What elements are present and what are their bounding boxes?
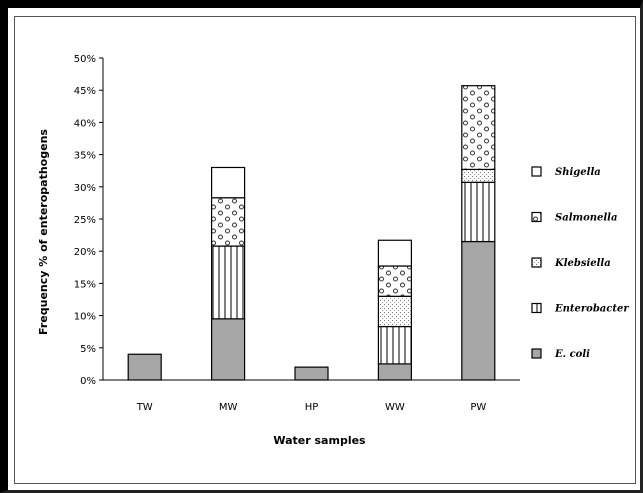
x-tick-label: WW: [385, 402, 405, 413]
y-axis: 0% 5% 10% 15% 20% 25% 30% 35% 40% 45% 50%: [74, 54, 104, 387]
legend-swatch: [531, 302, 542, 314]
chart-area: [14, 16, 636, 484]
bar-segment: [461, 181, 496, 243]
y-tick-label: 0%: [80, 376, 96, 387]
bar-segment: [461, 168, 496, 183]
bars: [127, 85, 496, 381]
bar-segment: [211, 318, 246, 381]
x-axis-title: Water samples: [273, 434, 366, 447]
bar-segment: [211, 166, 246, 199]
y-tick-label: 40%: [74, 118, 96, 129]
x-tick-label: MW: [219, 402, 238, 413]
legend-swatch: [531, 348, 542, 359]
bar-segment: [294, 366, 329, 381]
legend: Shigella Salmonella Klebsiella Enterobacter…: [531, 166, 629, 360]
bar-segment: [211, 245, 246, 320]
bar-segment: [377, 265, 412, 297]
y-axis-title: Frequency % of enteropathogens: [37, 129, 50, 335]
bar-segment: [377, 239, 412, 267]
legend-label: Salmonella: [555, 213, 617, 224]
bar-segment: [377, 325, 412, 365]
y-tick-label: 50%: [74, 54, 96, 65]
x-tick-label: TW: [136, 402, 153, 413]
legend-swatch: [531, 166, 542, 177]
bar-segment: [211, 197, 246, 247]
y-tick-label: 35%: [74, 151, 96, 162]
y-tick-label: 5%: [80, 344, 96, 355]
x-axis: TW MW HP WW PW: [103, 379, 520, 413]
legend-label: Klebsiella: [554, 258, 611, 269]
bar-segment: [377, 363, 412, 381]
bar-segment: [127, 353, 162, 381]
y-tick-label: 20%: [74, 247, 96, 258]
x-tick-label: HP: [305, 402, 319, 413]
y-tick-label: 10%: [74, 312, 96, 323]
legend-label: Enterobacter: [554, 304, 629, 315]
y-tick-label: 30%: [74, 183, 96, 194]
legend-swatch: [531, 211, 542, 223]
bar-segment: [461, 85, 496, 171]
y-tick-label: 45%: [74, 86, 96, 97]
x-tick-label: PW: [470, 402, 486, 413]
y-tick-label: 25%: [74, 215, 96, 226]
y-tick-label: 15%: [74, 279, 96, 290]
legend-label: E. coli: [554, 349, 590, 360]
bar-segment: [377, 295, 412, 328]
legend-label: Shigella: [555, 167, 601, 178]
legend-swatch: [531, 257, 542, 268]
bar-segment: [461, 240, 496, 381]
